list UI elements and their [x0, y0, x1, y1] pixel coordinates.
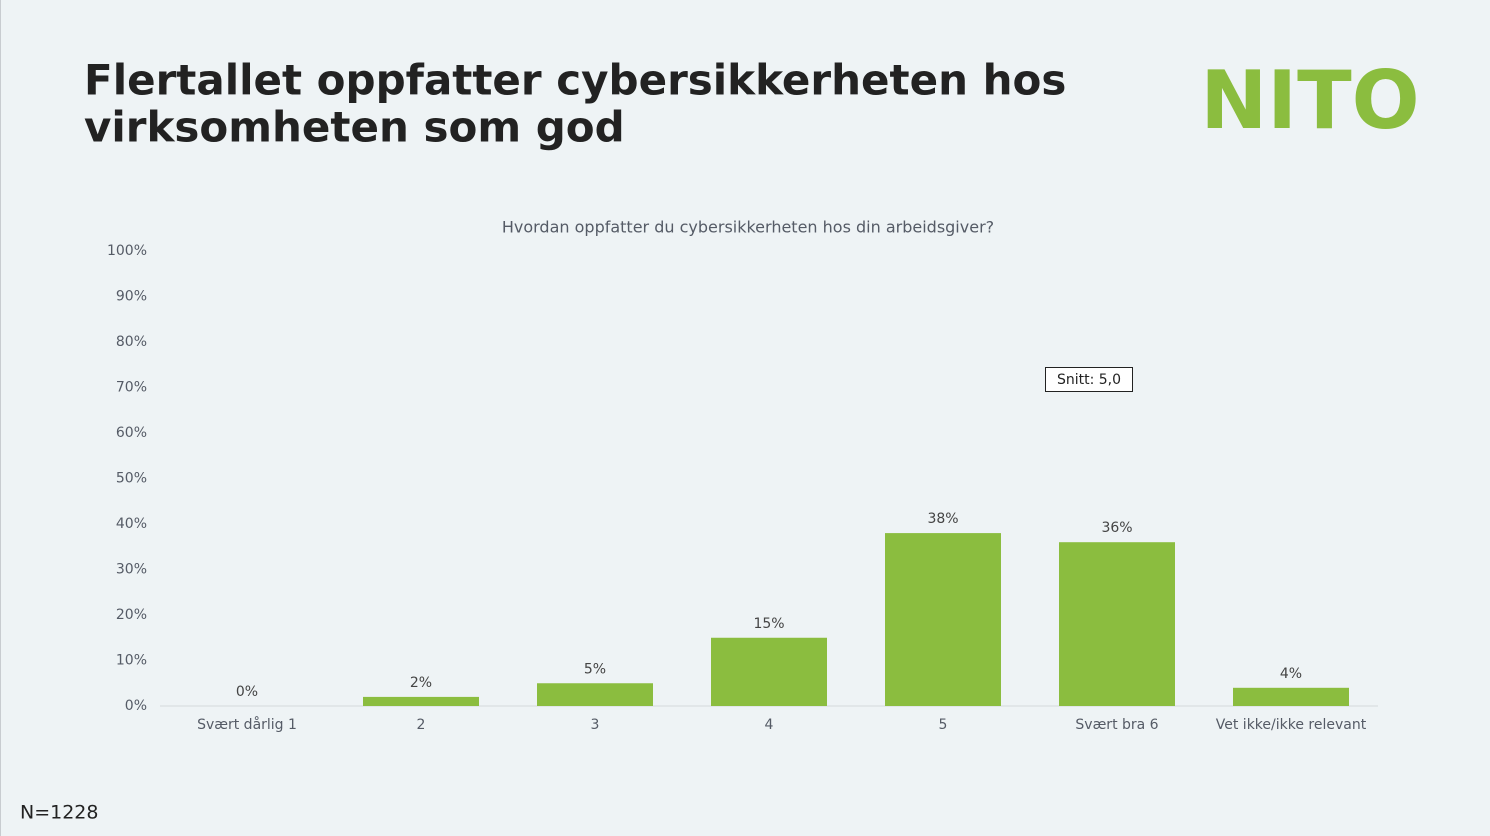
bar [1059, 542, 1175, 706]
y-tick-label: 100% [107, 243, 147, 259]
footnote: N=1228 [20, 802, 99, 824]
annotation: Snitt: 5,0 [1057, 372, 1121, 388]
y-tick-label: 10% [116, 653, 147, 669]
y-tick-label: 80% [116, 334, 147, 350]
y-tick-label: 0% [125, 698, 147, 714]
y-tick-label: 30% [116, 562, 147, 578]
y-tick-label: 50% [116, 471, 147, 487]
value-label: 5% [584, 661, 606, 677]
value-label: 38% [927, 511, 958, 527]
slide-title: Flertallet oppfatter cybersikkerheten ho… [84, 56, 1066, 105]
value-label: 15% [753, 616, 784, 632]
bar [537, 683, 653, 706]
x-tick-label: 3 [591, 717, 600, 733]
x-tick-label: Vet ikke/ikke relevant [1216, 717, 1367, 733]
y-tick-label: 20% [116, 607, 147, 623]
value-label: 2% [410, 675, 432, 691]
x-tick-label: 2 [417, 717, 426, 733]
bar [885, 533, 1001, 706]
y-tick-label: 40% [116, 516, 147, 532]
x-tick-label: 5 [939, 717, 948, 733]
logo: NITO [1200, 54, 1419, 147]
x-tick-label: 4 [765, 717, 774, 733]
x-tick-label: Svært dårlig 1 [197, 716, 297, 733]
bar [363, 696, 479, 706]
annotation-box [1045, 367, 1133, 392]
bar [711, 637, 827, 706]
value-label: 0% [236, 684, 258, 700]
bar [1233, 687, 1349, 706]
x-tick-label: Svært bra 6 [1075, 717, 1158, 733]
value-label: 36% [1101, 520, 1132, 536]
y-tick-label: 70% [116, 380, 147, 396]
slide-title: virksomheten som god [84, 103, 625, 152]
y-tick-label: 60% [116, 425, 147, 441]
value-label: 4% [1280, 666, 1302, 682]
y-tick-label: 90% [116, 289, 147, 305]
chart-title: Hvordan oppfatter du cybersikkerheten ho… [502, 218, 994, 237]
